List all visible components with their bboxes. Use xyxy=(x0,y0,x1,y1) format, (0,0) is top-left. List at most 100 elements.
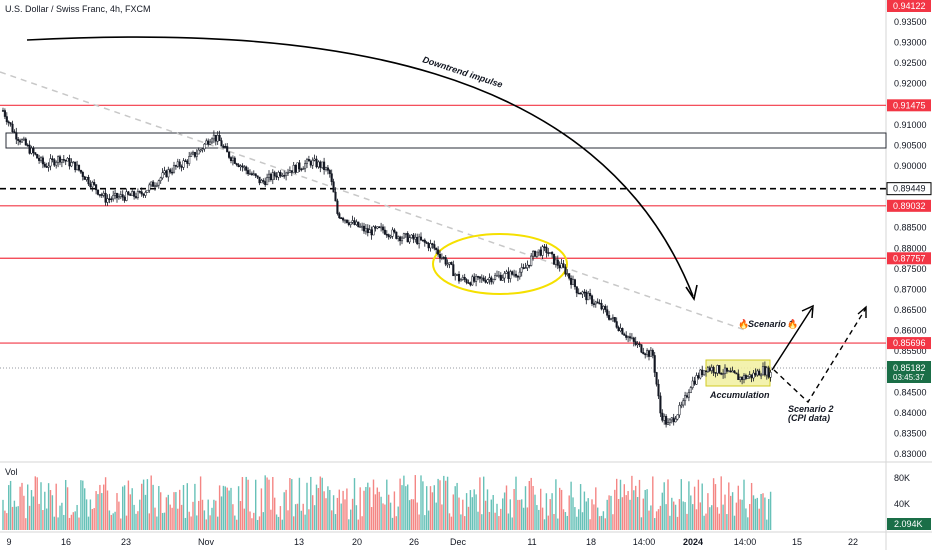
volume-bar xyxy=(617,498,620,530)
candle-body xyxy=(497,274,500,277)
volume-bar xyxy=(635,485,637,530)
chart-title: U.S. Dollar / Swiss Franc, 4h, FXCM xyxy=(5,4,151,14)
volume-bar xyxy=(239,501,242,530)
volume-bar xyxy=(148,513,150,530)
volume-bar xyxy=(543,519,546,530)
volume-bar xyxy=(473,489,475,530)
candle-body xyxy=(197,149,200,155)
volume-bar xyxy=(334,514,337,530)
candle-body xyxy=(74,161,77,171)
volume-bar xyxy=(754,498,757,530)
time-axis[interactable]: 9 16 23 Nov 13 20 26 Dec 11 18 14:00 2024 14:00 15 22 xyxy=(6,537,858,547)
volume-bar xyxy=(154,507,156,530)
volume-bar xyxy=(165,497,168,530)
volume-bar xyxy=(669,515,671,530)
candle-body xyxy=(70,162,73,167)
price-axis[interactable]: 0.935000.930000.925000.920000.915000.910… xyxy=(886,0,932,530)
candle-body xyxy=(167,169,170,178)
candle-body xyxy=(110,198,113,201)
level-price-label: 0.89449 xyxy=(893,184,926,194)
volume-bar xyxy=(270,509,272,530)
volume-bar xyxy=(167,494,169,530)
volume-bar xyxy=(665,504,667,530)
volume-bar xyxy=(139,499,141,530)
volume-bar xyxy=(260,488,263,530)
volume-bar xyxy=(712,478,715,530)
volume-bar xyxy=(61,502,63,530)
candle-body xyxy=(579,292,582,295)
candle-body xyxy=(338,213,341,219)
candle-body xyxy=(604,306,607,310)
candle-body xyxy=(235,163,238,166)
top-price-label: 0.94122 xyxy=(893,1,926,11)
volume-bar xyxy=(498,516,500,530)
volume-bar xyxy=(564,512,567,530)
candle-body xyxy=(150,181,153,186)
volume-bar xyxy=(82,480,84,530)
candle-body xyxy=(539,249,542,256)
candle-body xyxy=(228,151,231,158)
volume-bar xyxy=(312,495,314,530)
time-tick-label: 16 xyxy=(61,537,71,547)
candle-body xyxy=(315,158,318,168)
candle-body xyxy=(429,243,432,249)
price-tick-label: 0.87500 xyxy=(894,264,927,274)
candle-body xyxy=(210,138,214,143)
volume-bar xyxy=(560,489,563,530)
candle-body xyxy=(349,221,352,225)
candle-body xyxy=(123,196,126,201)
volume-bar xyxy=(281,519,283,530)
candle-body xyxy=(765,367,768,376)
volume-bar xyxy=(682,501,684,530)
volume-bar xyxy=(515,476,517,530)
volume-bar xyxy=(650,505,652,530)
candle-body xyxy=(117,196,120,199)
candle-body xyxy=(254,173,257,177)
volume-bar xyxy=(676,516,679,530)
volume-bar xyxy=(629,499,631,530)
candle-body xyxy=(640,344,643,353)
volume-bar xyxy=(258,516,261,530)
volume-bar xyxy=(557,518,559,530)
candle-body xyxy=(296,162,299,173)
candle-body xyxy=(95,184,98,191)
volume-bar xyxy=(8,485,10,530)
volume-bar xyxy=(234,515,236,530)
volume-bar xyxy=(655,511,658,530)
time-tick-label: 2024 xyxy=(683,537,703,547)
volume-bar xyxy=(551,493,553,530)
candle-body xyxy=(758,370,761,376)
candle-body xyxy=(495,275,499,277)
candle-body xyxy=(488,277,491,280)
time-tick-label: 26 xyxy=(409,537,419,547)
candle-body xyxy=(693,380,696,385)
volume-bar xyxy=(469,490,472,530)
candle-body xyxy=(714,372,717,374)
volume-bar xyxy=(414,475,416,530)
candle-body xyxy=(267,173,271,178)
candle-body xyxy=(628,336,632,339)
candle-body xyxy=(98,194,101,196)
candle-body xyxy=(729,370,732,373)
volume-bar xyxy=(524,486,527,530)
candle-body xyxy=(482,277,485,281)
volume-bar xyxy=(369,487,371,530)
candle-body xyxy=(298,162,301,170)
volume-bar xyxy=(536,505,538,530)
candle-body xyxy=(58,156,62,163)
volume-bar xyxy=(367,482,369,530)
volume-bar xyxy=(741,499,743,530)
candle-body xyxy=(319,161,322,168)
volume-bar xyxy=(657,509,660,530)
candle-body xyxy=(174,165,177,167)
price-tick-label: 0.87000 xyxy=(894,284,927,294)
candle-body xyxy=(573,279,576,287)
candle-body xyxy=(469,282,472,286)
volume-bar xyxy=(688,481,690,530)
price-tick-label: 0.83000 xyxy=(894,449,927,459)
volume-bar xyxy=(237,486,240,530)
candle-body xyxy=(549,252,552,254)
candle-body xyxy=(114,192,117,196)
candle-body xyxy=(480,277,483,280)
